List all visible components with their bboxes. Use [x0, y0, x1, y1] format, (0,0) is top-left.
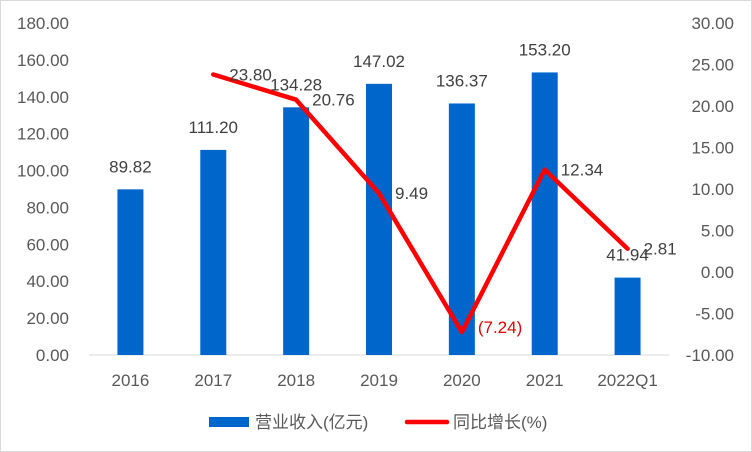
revenue-data-label: 41.94 [606, 246, 649, 265]
revenue-bar [200, 149, 227, 355]
x-axis-tick-label: 2019 [360, 371, 398, 390]
left-axis-tick-label: 120.00 [17, 125, 69, 144]
left-axis-tick-label: 60.00 [26, 235, 69, 254]
right-axis-tick-label: 15.00 [691, 139, 734, 158]
right-axis-tick-label: 0.00 [701, 263, 734, 282]
revenue-bar [117, 189, 144, 355]
revenue-data-label: 136.37 [436, 71, 488, 90]
x-axis-tick-label: 2020 [443, 371, 481, 390]
revenue-bar [531, 72, 558, 355]
legend-label-revenue: 营业收入(亿元) [255, 413, 368, 432]
left-axis-tick-label: 180.00 [17, 14, 69, 33]
growth-data-label: 20.76 [312, 91, 355, 110]
x-axis-tick-label: 2017 [194, 371, 232, 390]
x-axis-tick-label: 2016 [112, 371, 150, 390]
revenue-data-label: 153.20 [519, 40, 571, 59]
revenue-data-label: 89.82 [109, 157, 152, 176]
growth-data-label: 9.49 [395, 184, 428, 203]
revenue-bar [366, 83, 392, 356]
growth-line [211, 72, 630, 335]
revenue-data-label: 134.28 [270, 75, 322, 94]
growth-data-label: 2.81 [644, 240, 677, 259]
right-axis-tick-label: 5.00 [701, 222, 734, 241]
left-axis-tick-label: 80.00 [26, 198, 69, 217]
x-axis-tick-label: 2018 [277, 371, 315, 390]
left-axis-tick-label: 0.00 [36, 346, 69, 365]
right-axis-tick-label: -5.00 [695, 305, 734, 324]
right-axis-tick-label: 25.00 [691, 56, 734, 75]
right-axis-tick-label: -10.00 [686, 346, 734, 365]
legend-bar-swatch [209, 417, 249, 427]
x-axis-tick-label: 2022Q1 [597, 371, 658, 390]
right-axis-tick-label: 20.00 [691, 97, 734, 116]
left-axis-tick-label: 40.00 [26, 272, 69, 291]
right-axis-tick-label: 10.00 [691, 180, 734, 199]
revenue-bar [614, 277, 641, 355]
x-axis-tick-label: 2021 [526, 371, 564, 390]
left-axis-tick-label: 20.00 [26, 309, 69, 328]
growth-data-label: 12.34 [561, 161, 604, 180]
left-axis-tick-label: 100.00 [17, 162, 69, 181]
revenue-data-label: 111.20 [189, 118, 238, 137]
revenue-bar [283, 107, 310, 355]
right-axis-tick-label: 30.00 [691, 14, 734, 33]
growth-data-label: 23.80 [229, 65, 272, 84]
legend-label-growth: 同比增长(%) [453, 413, 547, 432]
left-axis-tick-label: 140.00 [17, 88, 69, 107]
revenue-data-label: 147.02 [353, 52, 405, 71]
growth-data-label: (7.24) [478, 318, 522, 337]
left-axis-tick-label: 160.00 [17, 51, 69, 70]
